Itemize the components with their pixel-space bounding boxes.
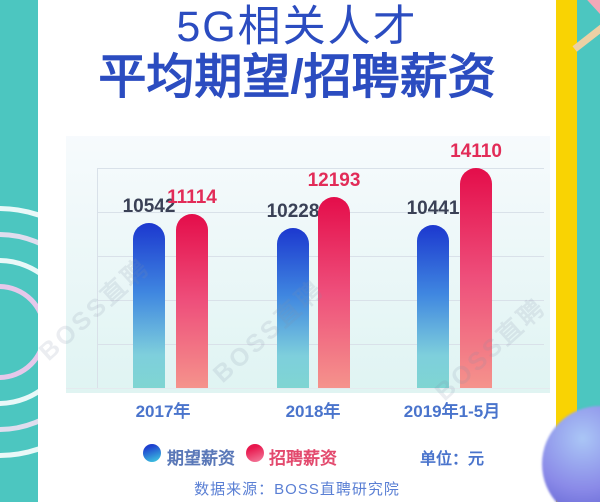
bar-recruit-2019年1-5月 xyxy=(460,168,492,388)
bar-value-label: 10228 xyxy=(266,201,320,222)
data-source-caption: 数据来源：BOSS直聘研究院 xyxy=(194,481,400,498)
legend-label-expected-salary: 期望薪资 xyxy=(167,449,235,468)
unit-label: 单位：元 xyxy=(420,451,485,468)
legend-label-recruiting-salary: 招聘薪资 xyxy=(269,449,337,468)
gridline xyxy=(97,168,544,169)
bar-expect-2018年 xyxy=(277,228,309,388)
bar-value-label: 14110 xyxy=(450,141,502,162)
bar-expect-2019年1-5月 xyxy=(417,225,449,388)
bar-expect-2017年 xyxy=(133,223,165,388)
right-yellow-strip xyxy=(556,0,577,502)
bar-recruit-2017年 xyxy=(176,214,208,388)
content-card: 5G相关人才 平均期望/招聘薪资 10542 11114 10228 12193 104… xyxy=(34,0,556,502)
bar-value-label: 10441 xyxy=(406,198,460,219)
legend-dot-expected-salary xyxy=(143,444,161,462)
concentric-ring-icon xyxy=(0,206,38,458)
x-axis-baseline xyxy=(66,388,550,389)
bar-value-label: 10542 xyxy=(122,196,176,217)
left-teal-strip xyxy=(0,0,38,502)
bar-value-label: 11114 xyxy=(167,187,217,208)
x-axis-label-2017年: 2017年 xyxy=(135,402,191,421)
right-teal-strip xyxy=(577,0,600,502)
y-axis-line xyxy=(97,168,98,388)
bar-value-label: 12193 xyxy=(307,170,361,191)
x-axis-label-2018年: 2018年 xyxy=(285,402,341,421)
x-axis-label-2019年1-5月: 2019年1-5月 xyxy=(403,402,501,421)
poster-title-line1: 5G相关人才 xyxy=(176,3,418,51)
poster-title-line2: 平均期望/招聘薪资 xyxy=(98,51,496,104)
legend-dot-recruiting-salary xyxy=(246,444,264,462)
bar-recruit-2018年 xyxy=(318,197,350,388)
